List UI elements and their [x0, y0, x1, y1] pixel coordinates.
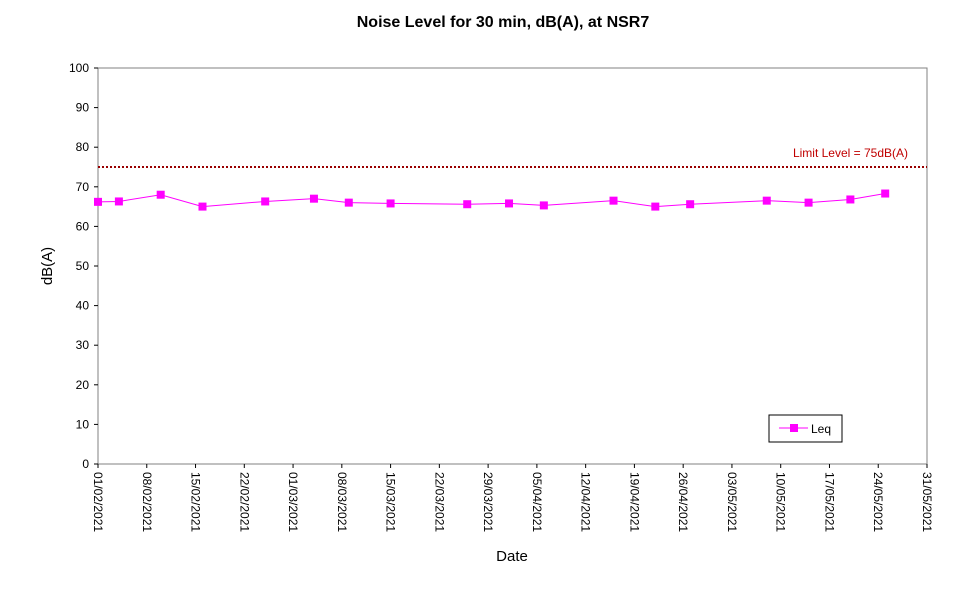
data-point: [198, 202, 207, 211]
x-tick-label: 03/05/2021: [725, 472, 739, 532]
legend: Leq: [768, 414, 843, 443]
y-tick-label: 70: [76, 180, 90, 194]
data-point: [344, 198, 353, 207]
y-axis: 0 10 20 30 40 50 60 70 80 90 100: [69, 61, 98, 471]
y-tick-label: 40: [76, 299, 90, 313]
y-tick-label: 0: [82, 457, 89, 471]
y-tick-label: 30: [76, 338, 90, 352]
y-tick-label: 20: [76, 378, 90, 392]
x-tick-label: 31/05/2021: [920, 472, 934, 532]
y-tick-label: 100: [69, 61, 89, 75]
y-tick-label: 10: [76, 417, 90, 431]
x-tick-label: 01/02/2021: [91, 472, 105, 532]
data-point: [686, 200, 695, 209]
data-point: [156, 190, 165, 199]
limit-label: Limit Level = 75dB(A): [793, 146, 908, 160]
x-axis: 01/02/2021 08/02/2021 15/02/2021 22/02/2021…: [91, 464, 934, 532]
y-tick-label: 60: [76, 219, 90, 233]
data-point: [261, 197, 270, 206]
series-line: [97, 193, 886, 208]
y-tick-label: 50: [76, 259, 90, 273]
data-point: [505, 199, 514, 208]
x-tick-label: 15/02/2021: [189, 472, 203, 532]
x-tick-label: 01/03/2021: [286, 472, 300, 532]
x-tick-label: 08/03/2021: [335, 472, 349, 532]
data-point: [609, 196, 618, 205]
y-tick-label: 90: [76, 101, 90, 115]
data-point: [386, 199, 395, 208]
x-tick-label: 24/05/2021: [871, 472, 885, 532]
data-point: [881, 189, 890, 198]
x-tick-label: 10/05/2021: [774, 472, 788, 532]
legend-marker: [790, 424, 798, 432]
x-axis-title: Date: [496, 548, 528, 565]
x-tick-label: 08/02/2021: [140, 472, 154, 532]
data-point: [94, 197, 102, 206]
x-tick-label: 15/03/2021: [384, 472, 398, 532]
data-point: [463, 200, 472, 209]
data-point: [651, 202, 660, 211]
legend-label: Leq: [811, 422, 831, 436]
chart-title: Noise Level for 30 min, dB(A), at NSR7: [357, 14, 650, 31]
plot-area: [97, 67, 928, 465]
x-tick-label: 19/04/2021: [627, 472, 641, 532]
x-tick-label: 22/02/2021: [237, 472, 251, 532]
data-point: [804, 198, 813, 207]
y-tick-label: 80: [76, 140, 90, 154]
data-point: [114, 197, 123, 206]
series-leq: [94, 189, 890, 211]
x-tick-label: 22/03/2021: [432, 472, 446, 532]
data-point: [309, 194, 318, 203]
x-tick-label: 05/04/2021: [530, 472, 544, 532]
x-tick-label: 12/04/2021: [579, 472, 593, 532]
x-tick-label: 29/03/2021: [481, 472, 495, 532]
y-axis-title: dB(A): [39, 247, 56, 285]
data-point: [539, 201, 548, 210]
x-tick-label: 17/05/2021: [822, 472, 836, 532]
data-point: [846, 195, 855, 204]
x-tick-label: 26/04/2021: [676, 472, 690, 532]
data-point: [762, 196, 771, 205]
